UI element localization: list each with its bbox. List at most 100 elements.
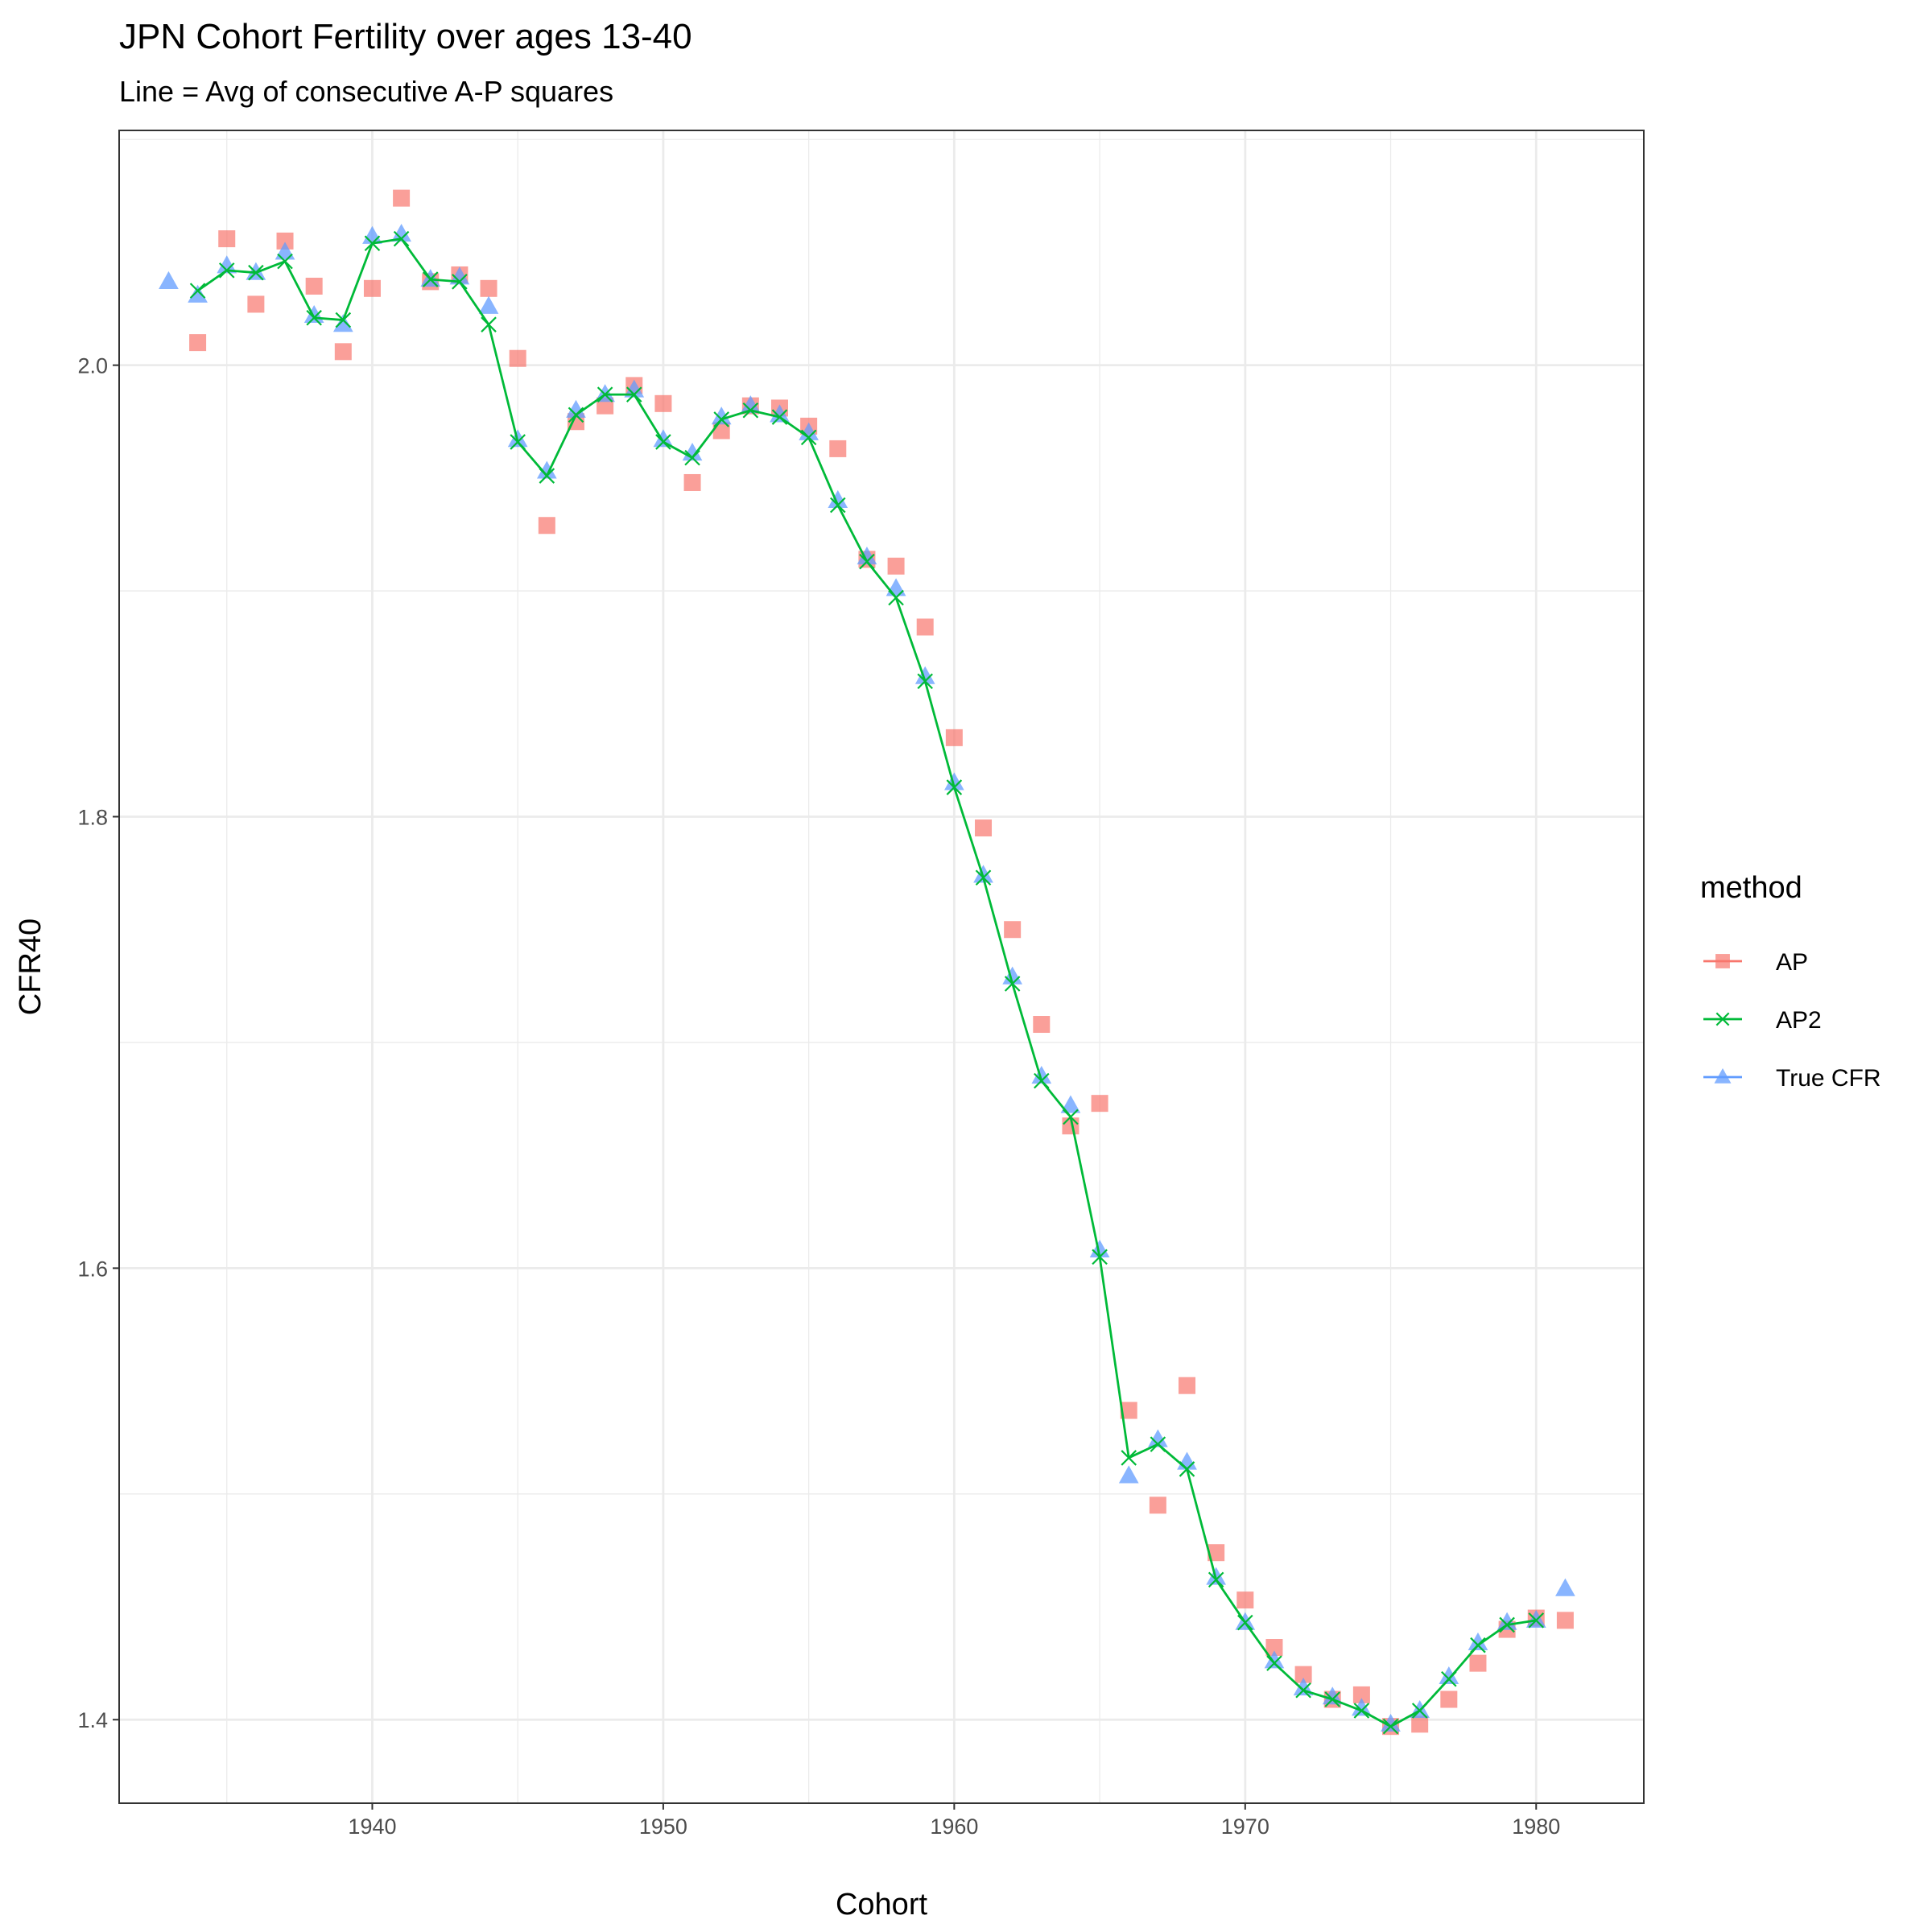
data-point-ap2: [1441, 1670, 1457, 1687]
data-point-ap: [1352, 1686, 1370, 1703]
data-point-ap: [1033, 1016, 1051, 1034]
data-point-ap2: [568, 407, 584, 423]
data-point-ap2: [771, 409, 788, 425]
data-point-true-cfr: [1322, 1686, 1343, 1705]
data-point-true-cfr: [914, 666, 935, 684]
data-point-true-cfr: [799, 422, 819, 440]
data-point-ap: [509, 349, 526, 367]
data-point-ap: [1208, 1544, 1225, 1562]
x-tick-label: 1980: [1512, 1814, 1560, 1839]
data-point-ap2: [1121, 1450, 1137, 1466]
data-point-ap: [1091, 1095, 1108, 1113]
data-point-ap2: [917, 673, 933, 690]
data-point-true-cfr: [711, 407, 732, 425]
data-point-ap2: [1004, 976, 1021, 992]
data-point-ap2: [975, 869, 992, 886]
y-axis-title: CFR40: [14, 919, 47, 1015]
legend-title: method: [1700, 871, 1802, 905]
y-tick-label: 1.8: [77, 806, 108, 830]
data-point-true-cfr: [740, 395, 761, 414]
data-point-ap: [1236, 1591, 1254, 1609]
x-tick-label: 1970: [1221, 1814, 1269, 1839]
data-point-true-cfr: [1031, 1066, 1052, 1084]
x-tick-label: 1960: [930, 1814, 978, 1839]
data-point-ap: [683, 473, 701, 491]
data-point-ap: [1556, 1612, 1574, 1629]
data-point-true-cfr: [391, 223, 411, 242]
data-point-ap2: [1179, 1461, 1195, 1477]
x-axis: 1940 1950 1960 1970 1980: [348, 1803, 1560, 1839]
data-point-true-cfr: [566, 399, 586, 418]
data-point-true-cfr: [1060, 1095, 1081, 1113]
data-point-ap: [1440, 1690, 1458, 1708]
legend-label: True CFR: [1776, 1065, 1881, 1092]
data-point-true-cfr: [1439, 1666, 1459, 1685]
data-point-ap: [1265, 1639, 1283, 1657]
data-point-true-cfr: [1525, 1609, 1546, 1628]
series-ap2: [189, 230, 1545, 1735]
data-point-ap2: [1150, 1436, 1166, 1452]
data-point-ap: [975, 819, 993, 837]
data-point-true-cfr: [1555, 1578, 1575, 1596]
data-point-ap2: [1295, 1682, 1311, 1699]
data-point-ap: [1469, 1654, 1487, 1672]
data-point-ap2: [742, 402, 759, 419]
series-layer: [159, 189, 1575, 1736]
data-point-true-cfr: [624, 379, 645, 398]
data-point-ap: [945, 729, 963, 746]
x-tick-label: 1950: [639, 1814, 687, 1839]
data-point-ap2: [888, 589, 904, 606]
data-point-true-cfr: [478, 295, 499, 314]
data-point-ap2: [364, 235, 381, 251]
data-point-true-cfr: [944, 772, 964, 791]
data-point-ap: [247, 295, 265, 313]
plot-panel: [118, 130, 1645, 1804]
data-point-true-cfr: [857, 547, 877, 565]
chart-title: JPN Cohort Fertility over ages 13-40: [119, 17, 692, 56]
data-point-true-cfr: [246, 262, 266, 280]
data-point-true-cfr: [159, 270, 179, 289]
y-tick-label: 1.4: [77, 1708, 108, 1732]
data-point-ap2: [655, 434, 671, 450]
data-point-ap: [218, 230, 236, 248]
data-point-ap2: [1324, 1691, 1341, 1707]
data-point-ap: [1004, 921, 1022, 939]
data-point-ap2: [597, 386, 613, 402]
data-point-true-cfr: [653, 429, 674, 448]
data-point-ap2: [684, 449, 700, 466]
data-point-ap: [276, 232, 294, 250]
x-axis-title: Cohort: [836, 1888, 927, 1922]
data-point-ap: [916, 618, 934, 636]
data-point-true-cfr: [332, 314, 353, 332]
legend-item-ap2: AP2: [1703, 1007, 1822, 1034]
data-point-true-cfr: [1118, 1465, 1139, 1484]
data-point-ap2: [713, 411, 729, 427]
data-point-ap: [363, 279, 381, 297]
data-point-ap2: [1411, 1703, 1428, 1719]
data-point-ap2: [277, 253, 293, 270]
data-point-ap2: [1382, 1718, 1399, 1735]
legend-key-marker: [1714, 1067, 1732, 1084]
legend-item-true-cfr: True CFR: [1703, 1065, 1881, 1092]
data-point-ap: [887, 557, 905, 575]
data-point-ap2: [1499, 1616, 1515, 1633]
data-point-ap2: [218, 262, 235, 279]
data-point-ap2: [1034, 1072, 1050, 1089]
x-tick-label: 1940: [348, 1814, 396, 1839]
data-point-true-cfr: [1381, 1713, 1401, 1732]
data-point-ap2: [481, 316, 497, 332]
data-point-ap: [305, 277, 323, 295]
data-point-ap2: [1266, 1655, 1282, 1671]
data-point-ap: [538, 517, 555, 535]
panel-border: [118, 130, 1645, 1804]
data-point-ap: [334, 343, 352, 361]
data-point-ap2: [539, 468, 555, 484]
legend-item-ap: AP: [1703, 949, 1808, 976]
legend-label: AP: [1776, 949, 1808, 976]
data-point-true-cfr: [973, 865, 993, 883]
data-point-true-cfr: [828, 489, 848, 509]
y-tick-label: 1.6: [77, 1257, 108, 1281]
data-point-ap: [480, 279, 497, 297]
data-point-ap2: [946, 779, 963, 795]
data-point-ap: [654, 394, 672, 412]
